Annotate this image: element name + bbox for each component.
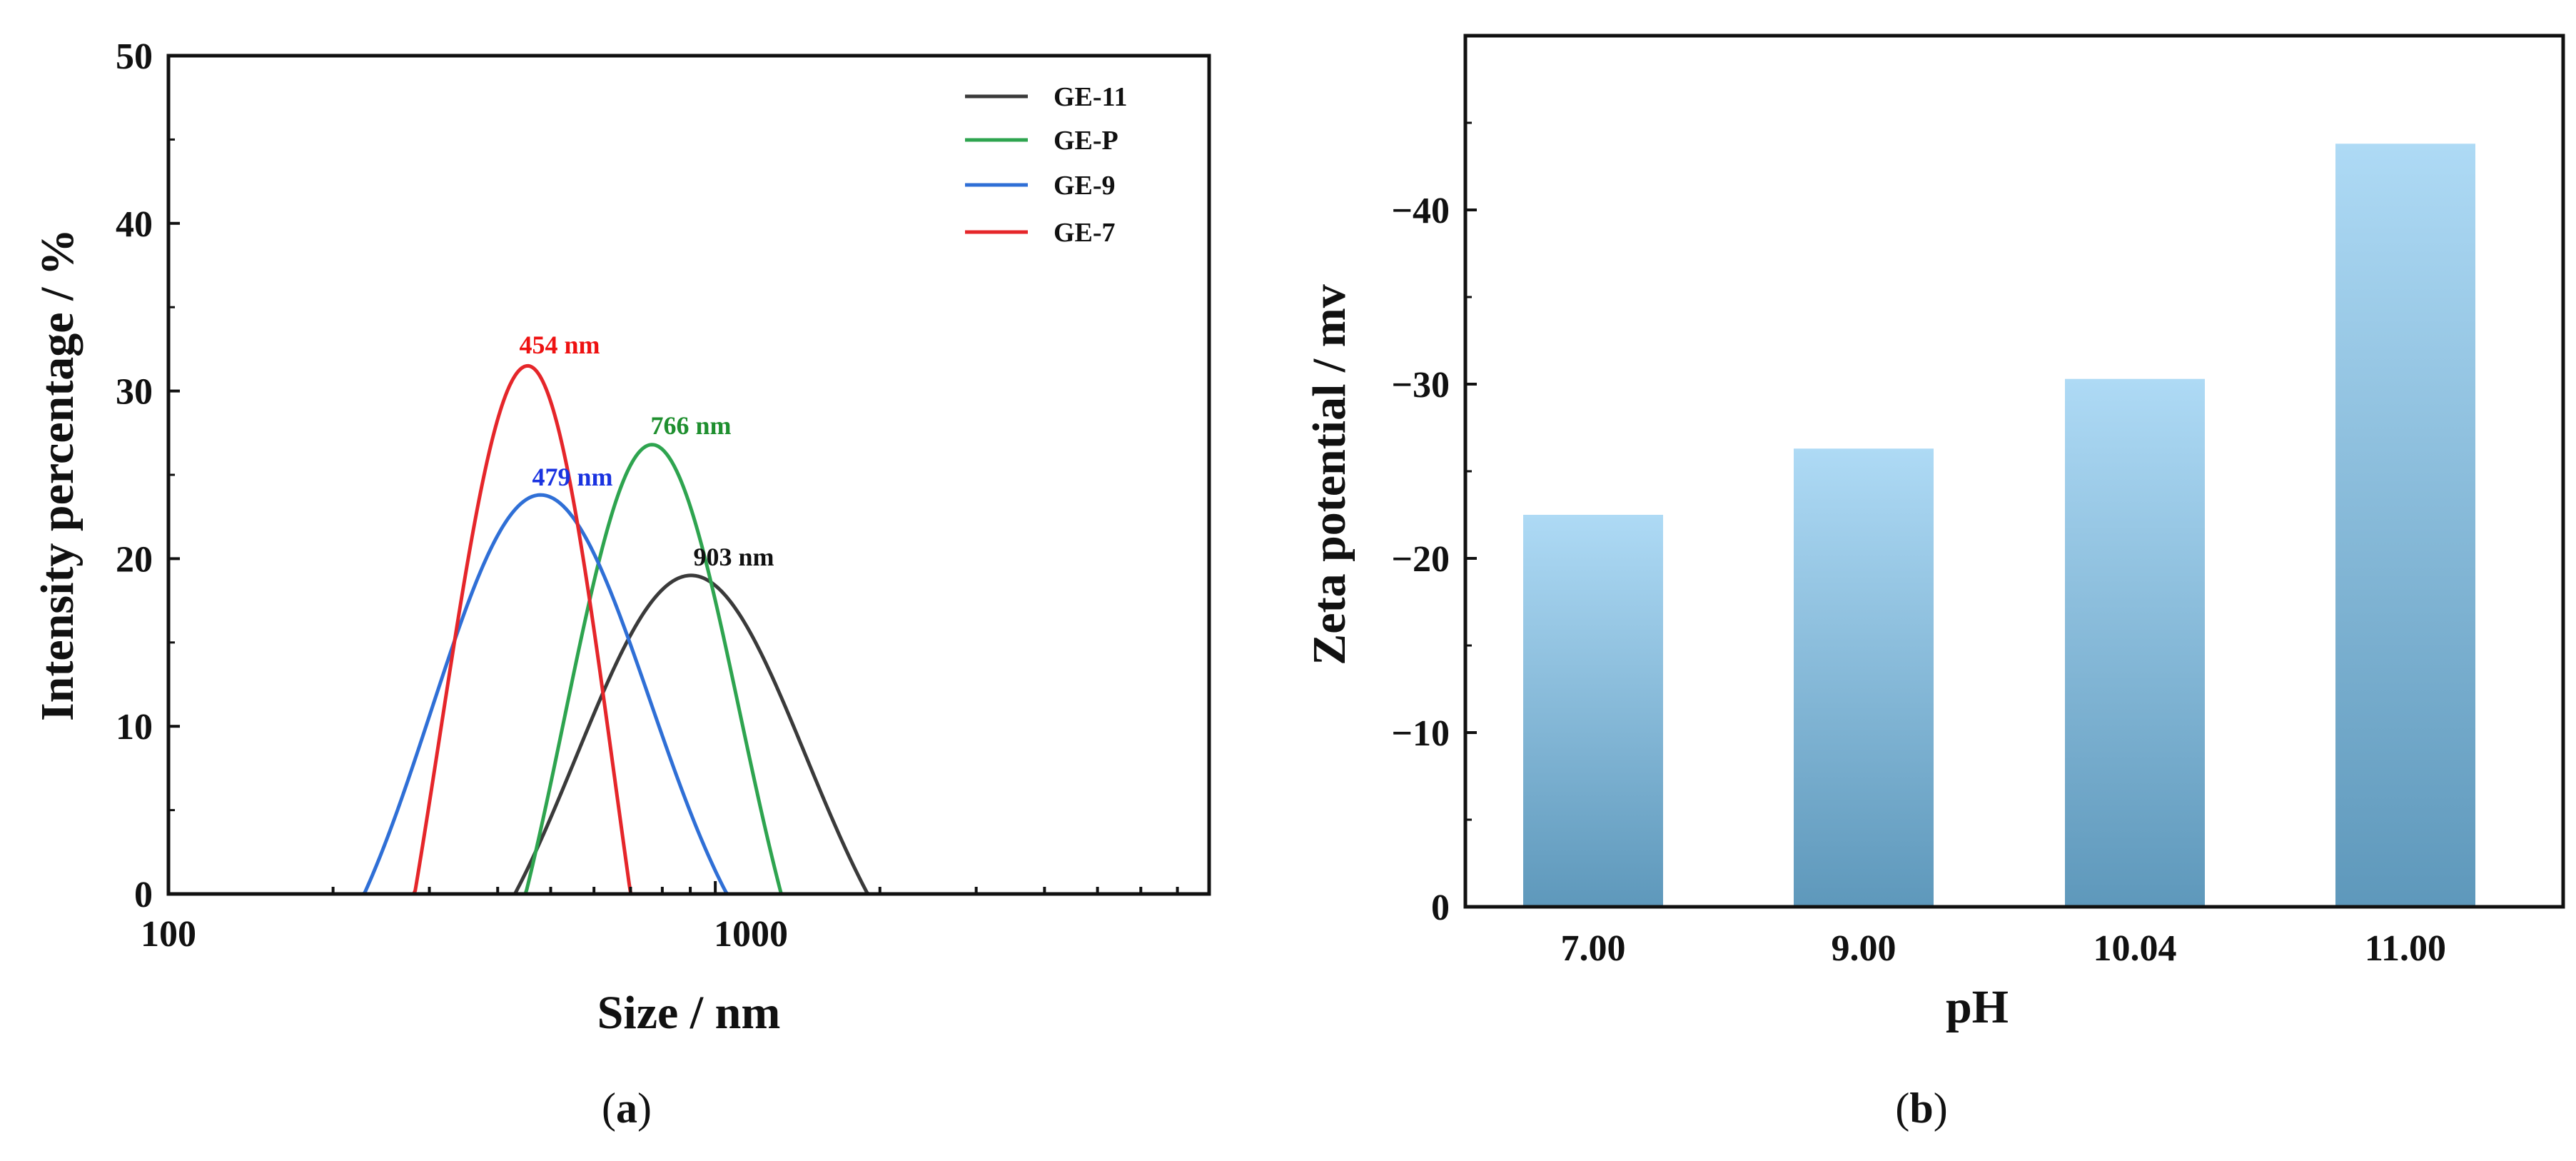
x-tick-label: 7.00 bbox=[1561, 928, 1626, 969]
size-distribution-chart: 0 10 20 30 40 50 100 1000 Size / nm Intensity… bbox=[31, 36, 1211, 1132]
y-tick-label: 30 bbox=[116, 372, 153, 413]
x-tick-label: 9.00 bbox=[1832, 928, 1896, 969]
y-tick-label: 50 bbox=[116, 36, 153, 77]
legend-label-ge-11: GE-11 bbox=[1054, 82, 1127, 112]
x-tick-label: 100 bbox=[141, 914, 196, 955]
y-axis-title: Zeta potential / mv bbox=[1303, 284, 1355, 665]
bar-ph-9.00 bbox=[1794, 448, 1934, 907]
x-axis-title: Size / nm bbox=[597, 987, 781, 1039]
peak-label-ge-p: 766 nm bbox=[650, 411, 731, 440]
legend-label-ge-p: GE-P bbox=[1054, 126, 1118, 156]
y-axis-title: Intensity percentage / % bbox=[31, 228, 84, 721]
zeta-bars bbox=[1523, 144, 2475, 907]
series-line-ge-11 bbox=[168, 573, 1210, 896]
y-tick-label: 10 bbox=[116, 707, 153, 748]
x-axis-title: pH bbox=[1946, 981, 2009, 1033]
y-tick-label: −10 bbox=[1391, 713, 1450, 754]
x-tick-label: 10.04 bbox=[2093, 928, 2177, 969]
y-tick-label: −20 bbox=[1391, 539, 1450, 580]
bar-ph-10.04 bbox=[2065, 378, 2205, 907]
y-tick-label: 40 bbox=[116, 204, 153, 245]
series-line-ge-9 bbox=[168, 493, 1210, 896]
y-tick-label: −40 bbox=[1391, 191, 1450, 231]
y-tick-label: 0 bbox=[1431, 888, 1450, 928]
legend-label-ge-7: GE-7 bbox=[1054, 218, 1116, 248]
panel-label-b: (b) bbox=[1895, 1085, 1947, 1132]
legend: GE-11 GE-P GE-9 GE-7 bbox=[965, 82, 1127, 248]
x-axis-ticks bbox=[331, 881, 1179, 894]
bar-ph-11.00 bbox=[2335, 144, 2475, 907]
zeta-potential-chart: 0 −10 −20 −30 −40 7.00 9.00 10.04 11.00 pH Z… bbox=[1303, 34, 2565, 1132]
y-tick-label: 20 bbox=[116, 539, 153, 580]
x-tick-label: 1000 bbox=[714, 914, 788, 955]
peak-label-ge-7: 454 nm bbox=[519, 331, 600, 359]
y-tick-label: −30 bbox=[1391, 365, 1450, 406]
peak-label-ge-11: 903 nm bbox=[693, 543, 774, 571]
distribution-curves bbox=[168, 363, 1210, 896]
bar-ph-7.00 bbox=[1523, 515, 1663, 907]
panel-label-a: (a) bbox=[602, 1085, 652, 1132]
y-axis-ticks: 0 −10 −20 −30 −40 bbox=[1391, 121, 1477, 928]
series-line-ge-p bbox=[168, 443, 1210, 896]
legend-label-ge-9: GE-9 bbox=[1054, 171, 1116, 201]
series-line-ge-7 bbox=[168, 363, 1210, 896]
y-tick-label: 0 bbox=[134, 875, 153, 915]
peak-label-ge-9: 479 nm bbox=[532, 463, 612, 491]
x-tick-label: 11.00 bbox=[2365, 928, 2446, 969]
y-axis-ticks: 0 10 20 30 40 50 bbox=[116, 36, 180, 915]
